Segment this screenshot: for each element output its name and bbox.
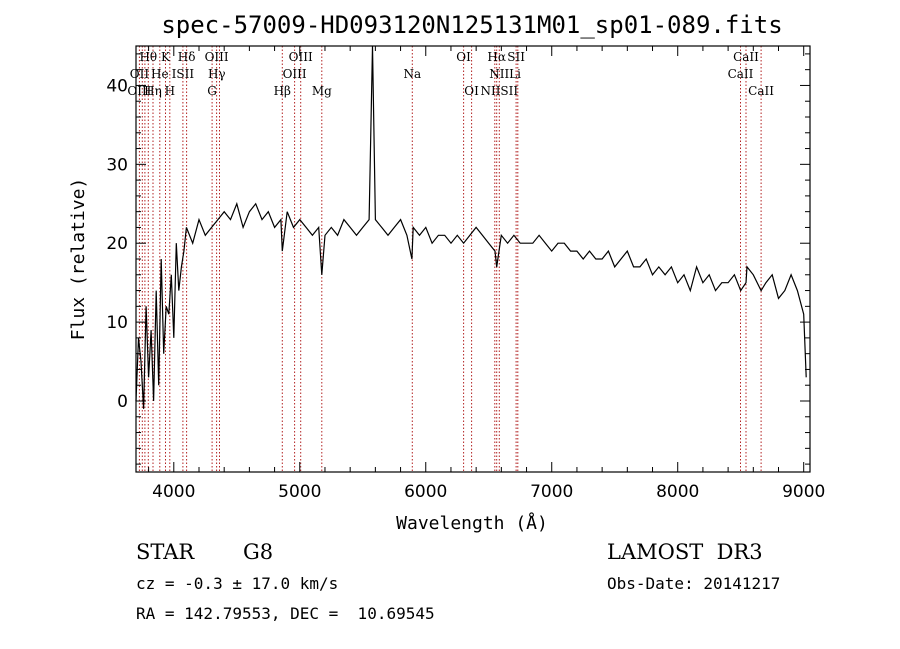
spectral-line-label: NII	[489, 67, 509, 81]
spectral-line-label: Na	[403, 67, 421, 81]
x-tick-label: 9000	[782, 482, 825, 502]
spectral-line-label: ISII	[172, 67, 195, 81]
spectral-line-label: OI	[464, 84, 479, 98]
spectral-line-label: Hη	[144, 84, 162, 98]
spectral-line-labels: Hθ K Hδ OIII OIII OI Hα SII CaII OII He ISII Hγ OIII N…	[127, 50, 774, 98]
spectral-line-markers	[138, 46, 762, 472]
spectrum-line	[135, 45, 807, 409]
spectral-line-label: Hβ	[274, 84, 291, 98]
x-tick-label: 8000	[656, 482, 699, 502]
spectral-line-label: CaII	[733, 50, 759, 64]
object-subclass: G8	[243, 540, 274, 564]
spectral-line-label: Hα	[487, 50, 506, 64]
spectral-line-label: OI	[456, 50, 471, 64]
spectral-line-label: Mg	[312, 84, 332, 98]
x-tick-label: 5000	[278, 482, 321, 502]
coordinates: RA = 142.79553, DEC = 10.69545	[136, 604, 435, 623]
spectral-line-label: CaII	[728, 67, 754, 81]
y-tick-label: 30	[106, 155, 128, 175]
y-tick-label: 0	[117, 392, 128, 412]
spectral-line-label: Hθ	[139, 50, 157, 64]
spectral-line-label: OIII	[289, 50, 313, 64]
x-axis-label: Wavelength (Å)	[396, 512, 548, 534]
y-tick-label: 10	[106, 313, 128, 333]
spectral-line-label: NIISII	[480, 84, 518, 98]
y-axis-ticks: 0 10 20 30 40	[106, 53, 810, 465]
spectral-line-label: SII	[507, 50, 525, 64]
redshift-info: cz = -0.3 ± 17.0 km/s	[136, 574, 339, 593]
spectral-line-label: OIII	[283, 67, 307, 81]
y-tick-label: 20	[106, 234, 128, 254]
observation-date: Obs-Date: 20141217	[607, 574, 781, 593]
spectral-line-label: H	[165, 84, 175, 98]
plot-frame	[135, 45, 811, 473]
x-tick-label: 6000	[404, 482, 447, 502]
chart-title: spec-57009-HD093120N125131M01_sp01-089.f…	[161, 11, 782, 39]
x-tick-label: 7000	[530, 482, 573, 502]
object-class: STAR	[136, 540, 195, 564]
spectral-line-label: Li	[509, 67, 521, 81]
y-axis-label: Flux (relative)	[68, 178, 89, 341]
spectral-line-label: OIII	[205, 50, 229, 64]
spectral-line-label: CaII	[748, 84, 774, 98]
spectral-line-label: K	[161, 50, 171, 64]
y-tick-label: 40	[106, 76, 128, 96]
survey-name: LAMOST DR3	[607, 540, 763, 564]
x-axis-ticks: 4000 5000 6000 7000 8000 9000	[148, 46, 825, 502]
spectral-line-label: Hγ	[208, 67, 226, 81]
spectral-line-label: G	[207, 84, 217, 98]
spectral-line-label: Hδ	[178, 50, 196, 64]
spectral-line-label: OII	[130, 67, 150, 81]
spectral-line-label: OIII	[127, 84, 151, 98]
spectral-line-label: He	[151, 67, 169, 81]
x-tick-label: 4000	[152, 482, 195, 502]
